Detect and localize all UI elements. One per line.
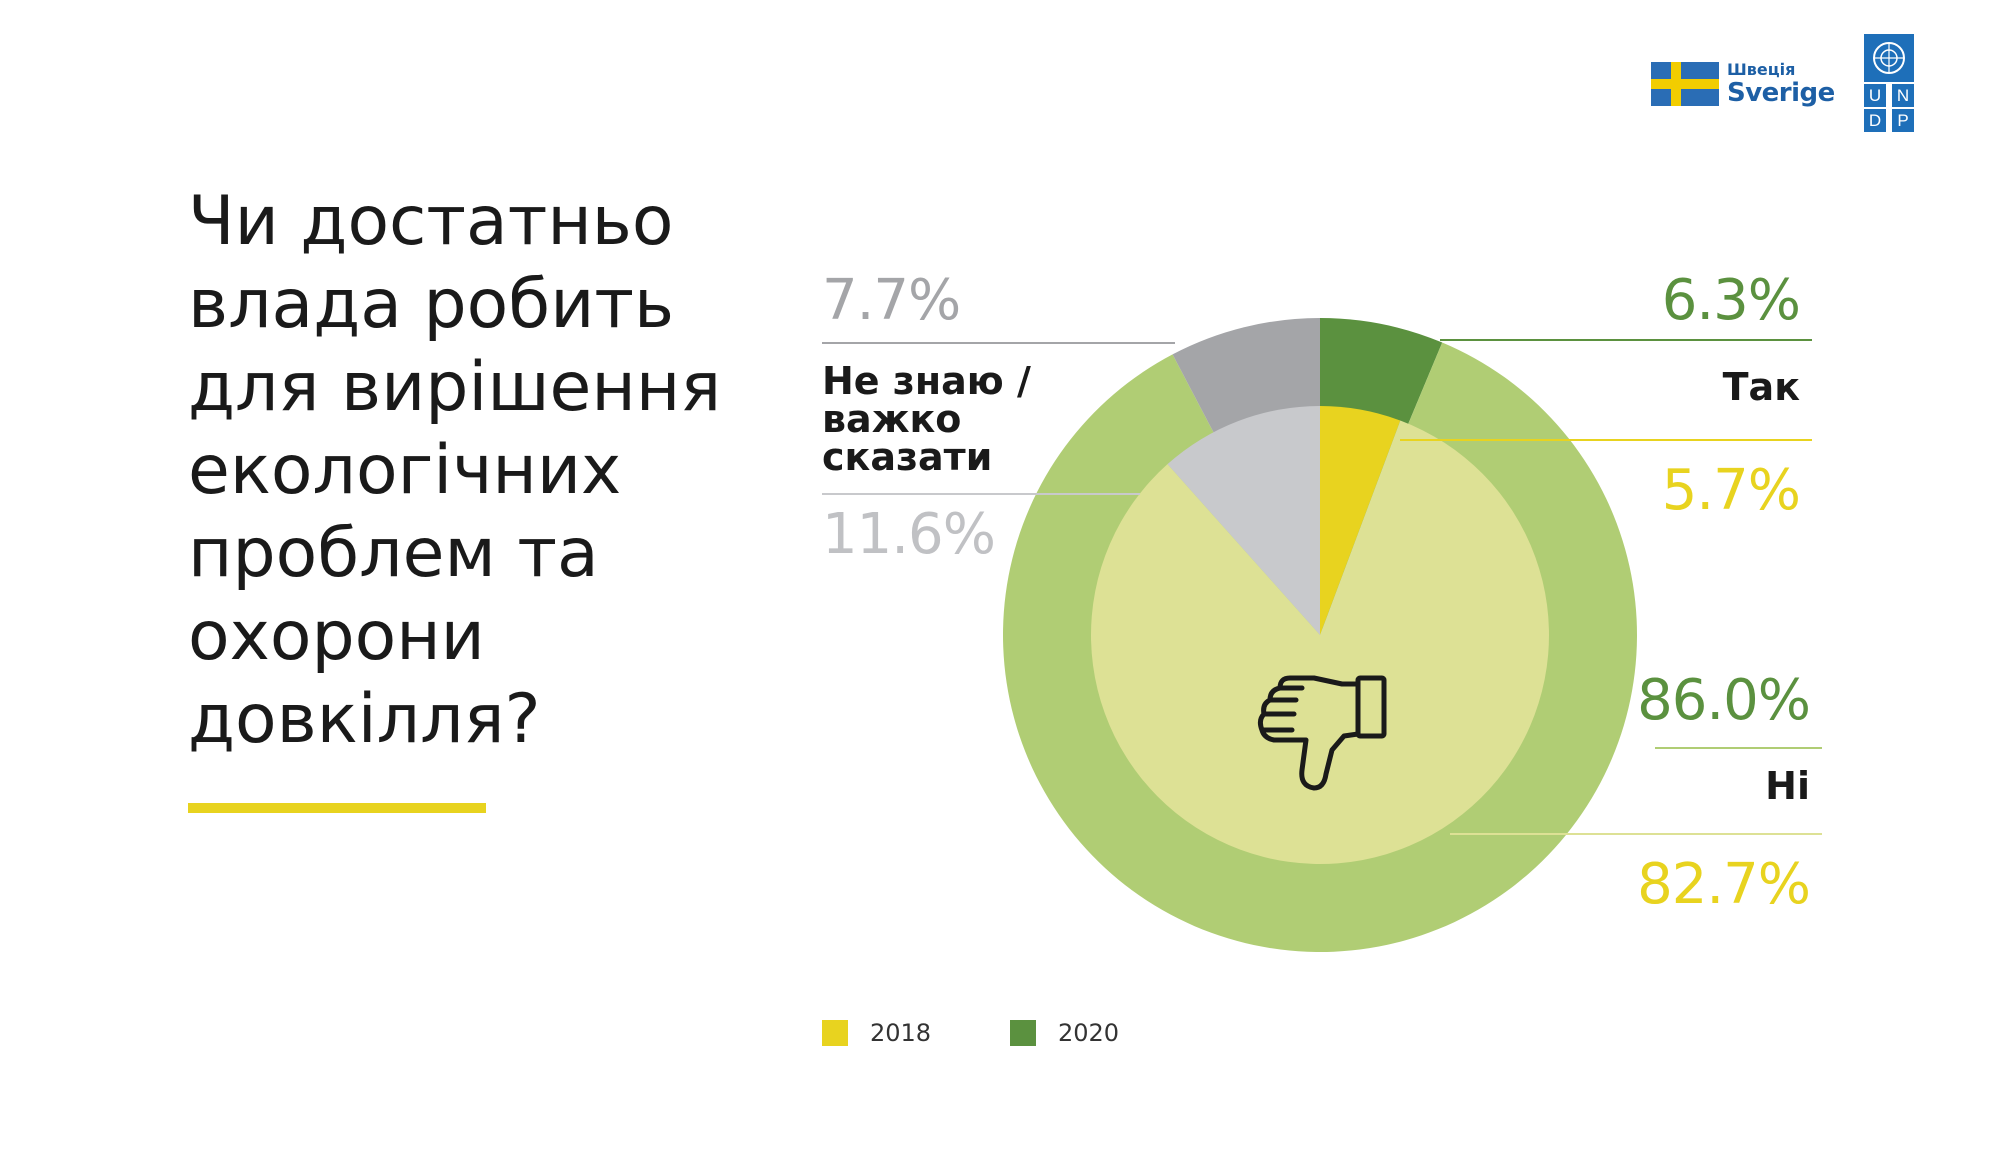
label-dontknow-2020: 7.7% bbox=[822, 268, 961, 333]
legend-label-2018: 2018 bbox=[870, 1019, 932, 1047]
sweden-logo-small-text: Швеція bbox=[1727, 60, 1796, 79]
page-title: Чи достатньо влада робить для вирішення … bbox=[188, 182, 722, 759]
label-no-2018: 82.7% bbox=[1637, 852, 1811, 917]
legend-item-2018: 2018 bbox=[822, 1019, 931, 1047]
undp-letter-d: D bbox=[1864, 109, 1886, 132]
undp-letter-u: U bbox=[1864, 84, 1886, 107]
category-label-dontknow: Не знаю / важко сказати bbox=[822, 359, 1031, 479]
category-label-no: Ні bbox=[1765, 764, 1810, 808]
legend-swatch-2020 bbox=[1010, 1020, 1036, 1046]
inner-ring-2018 bbox=[1091, 406, 1549, 864]
label-yes-2018: 5.7% bbox=[1661, 458, 1801, 523]
undp-logo: U N D P bbox=[1864, 34, 1914, 132]
sweden-logo: Швеція Sverige bbox=[1651, 60, 1851, 110]
label-yes-2020: 6.3% bbox=[1661, 268, 1801, 333]
legend-swatch-2018 bbox=[822, 1020, 848, 1046]
slice-dontknow-2018 bbox=[1167, 406, 1320, 635]
legend-item-2020: 2020 bbox=[1010, 1019, 1119, 1047]
undp-letter-p: P bbox=[1892, 109, 1914, 132]
category-label-yes: Так bbox=[1722, 365, 1800, 409]
label-no-2020: 86.0% bbox=[1637, 668, 1811, 733]
slice-no-2018 bbox=[1091, 420, 1549, 864]
undp-letter-n: N bbox=[1892, 84, 1914, 107]
slice-yes-2018 bbox=[1320, 406, 1401, 635]
sweden-logo-text: Sverige bbox=[1727, 78, 1835, 108]
title-underline bbox=[188, 803, 486, 813]
leader-lines bbox=[822, 339, 1822, 835]
legend-label-2020: 2020 bbox=[1058, 1019, 1120, 1047]
un-emblem-icon bbox=[1864, 34, 1914, 82]
thumbs-down-icon bbox=[1257, 675, 1387, 791]
label-dontknow-2018: 11.6% bbox=[822, 502, 996, 567]
sweden-flag-icon bbox=[1651, 62, 1719, 106]
